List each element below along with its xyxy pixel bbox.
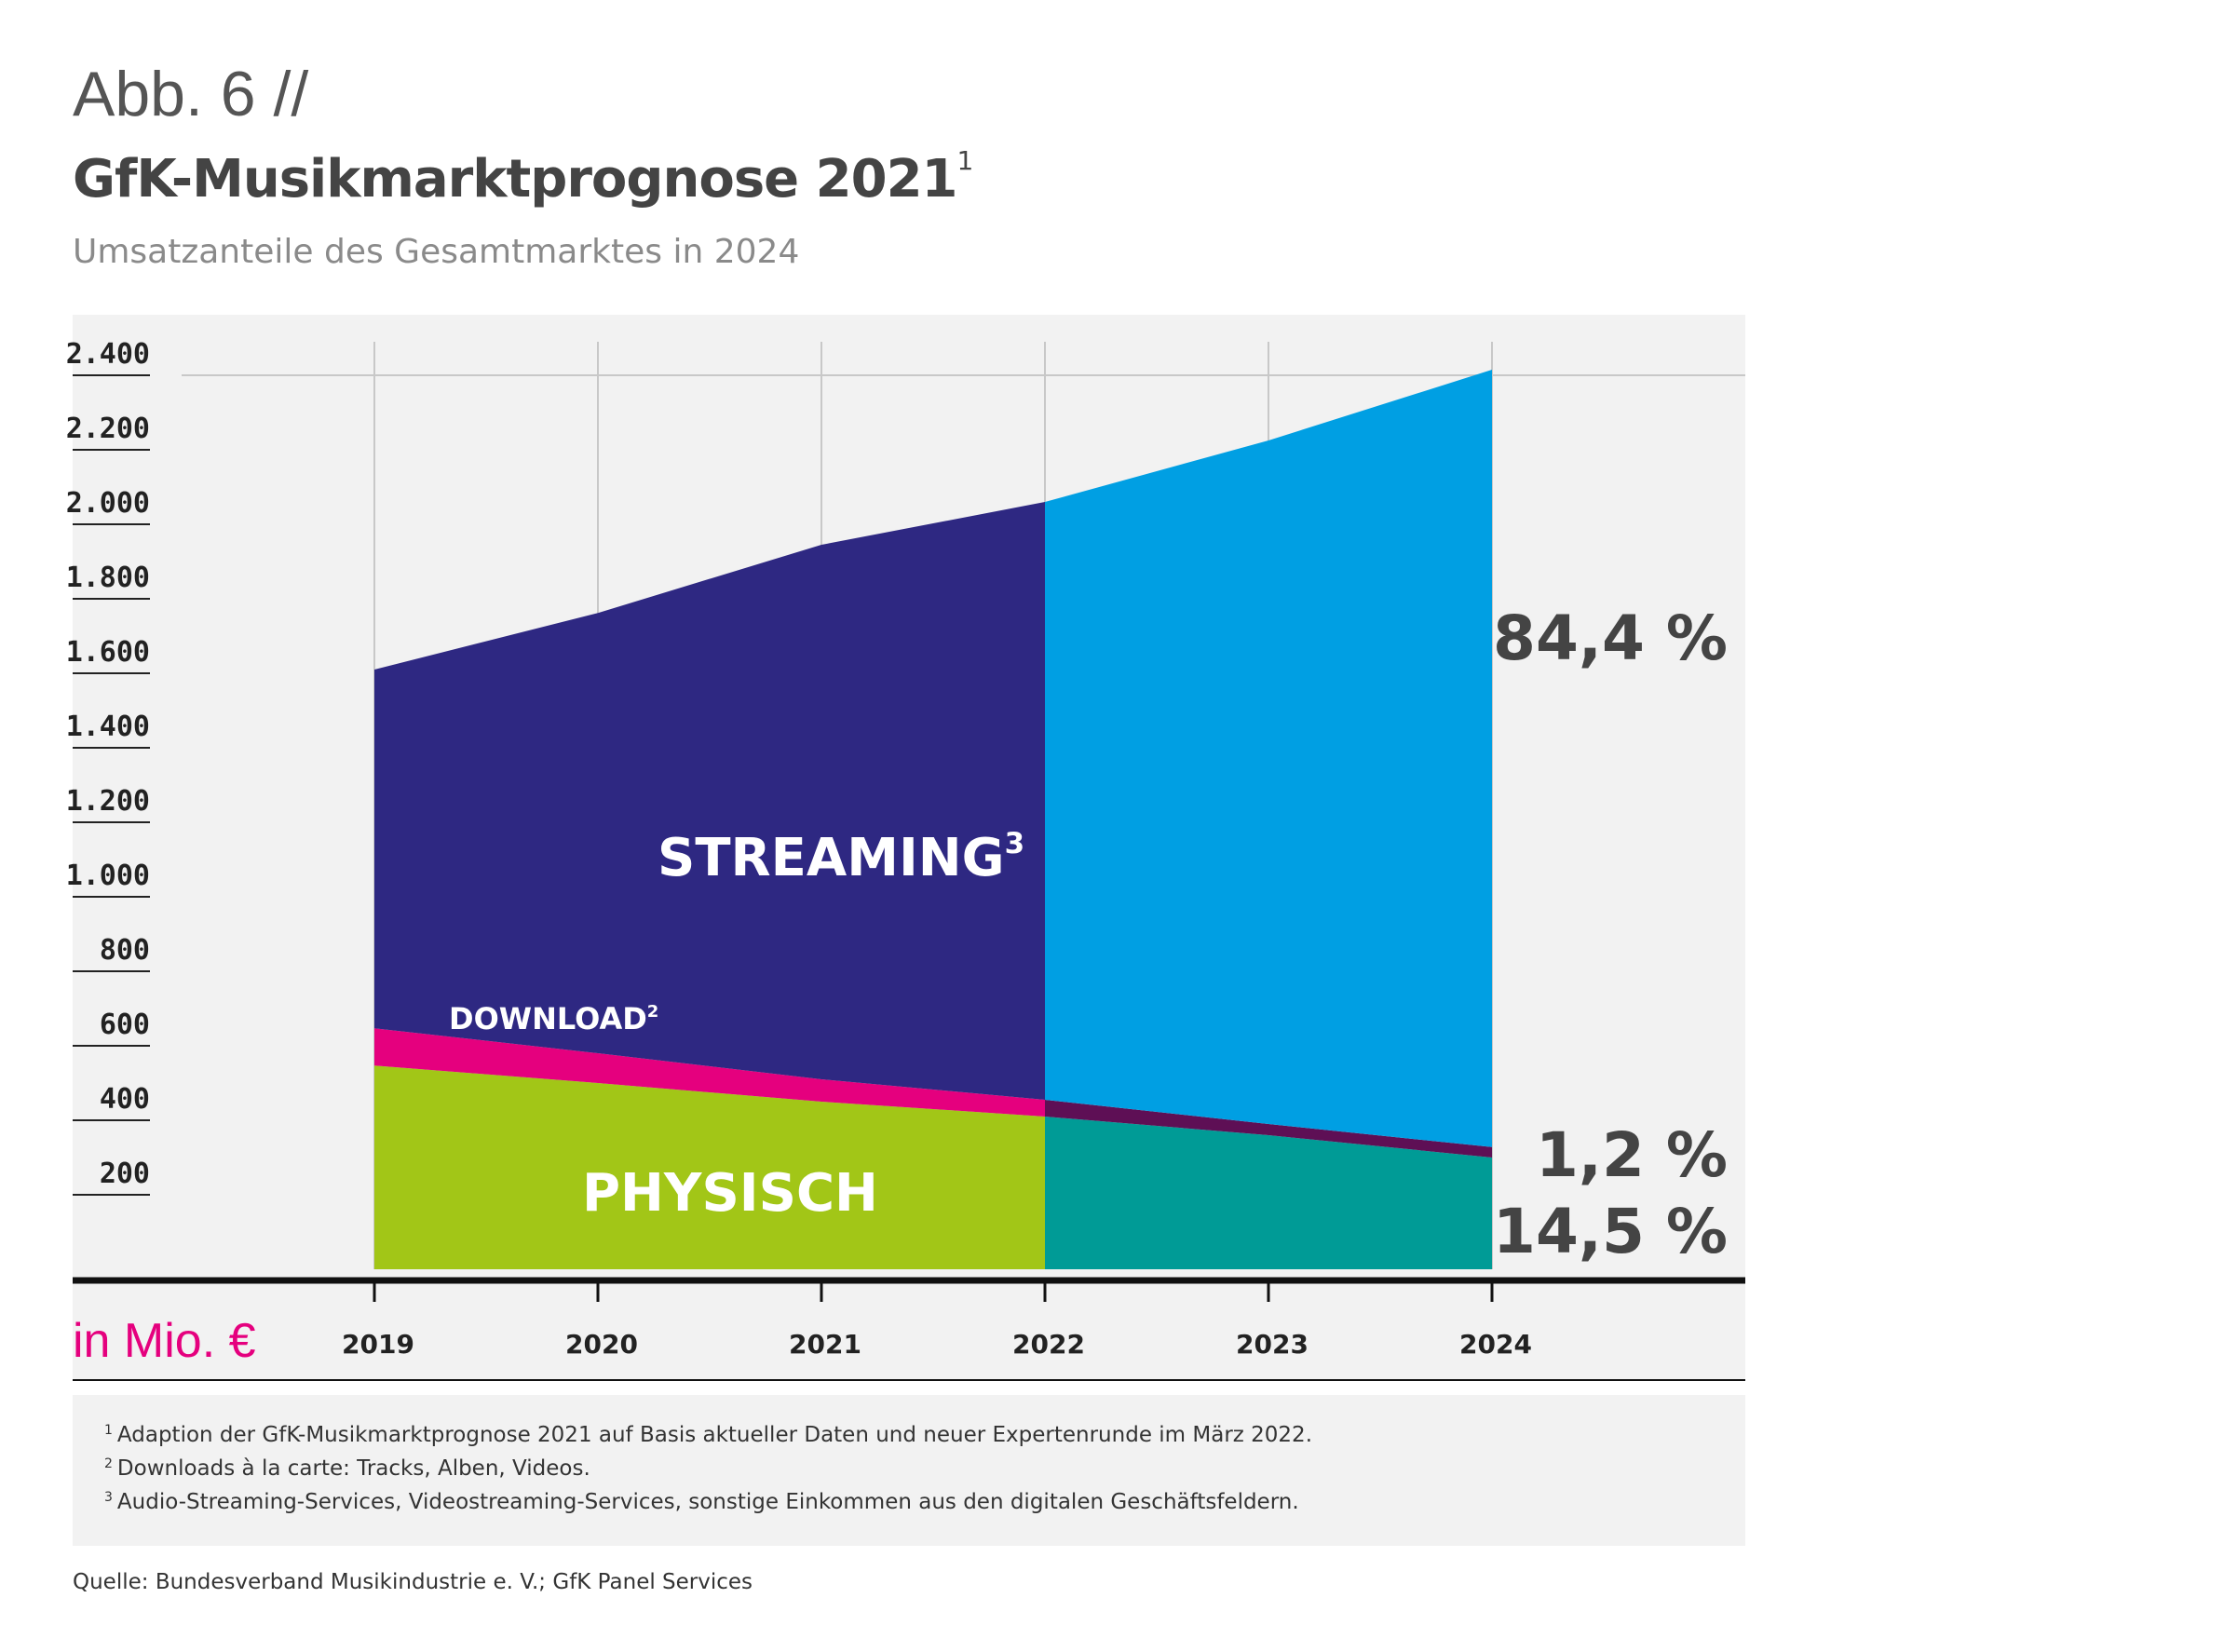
y-tick-label: 1.800 xyxy=(66,562,150,594)
footnote-3: 3 Audio-Streaming-Services, Videostreamin… xyxy=(104,1490,1299,1514)
y-tick-label: 2.200 xyxy=(66,413,150,445)
label-download: DOWNLOAD2 xyxy=(449,1001,658,1036)
area-physisch-actual xyxy=(374,1065,1045,1269)
x-tick-label-2019: 2019 xyxy=(342,1329,414,1360)
y-tick-label: 1.400 xyxy=(66,711,150,743)
area-streaming-actual xyxy=(374,502,1045,1100)
annotation-streaming: 84,4 % xyxy=(1493,603,1728,674)
unit-label: in Mio. € xyxy=(73,1314,256,1368)
x-tick-label-2021: 2021 xyxy=(789,1329,861,1360)
x-tick-label-2024: 2024 xyxy=(1459,1329,1532,1360)
footnote-2: 2 Downloads à la carte: Tracks, Alben, Vi… xyxy=(104,1456,590,1481)
footnote-1: 1 Adaption der GfK-Musikmarktprognose 202… xyxy=(104,1423,1313,1447)
area-download-forecast xyxy=(1045,1100,1492,1158)
figure-label: Abb. 6 // xyxy=(73,59,309,129)
y-tick-label: 2.400 xyxy=(66,338,150,371)
area-chart: 200 400 600 800 1.000 1.200 1.400 1.600 1.800 2.0… xyxy=(66,338,1745,1381)
x-tick-label-2022: 2022 xyxy=(1012,1329,1085,1360)
footnotes-box: 1 Adaption der GfK-Musikmarktprognose 202… xyxy=(73,1395,1745,1546)
annotation-download: 1,2 % xyxy=(1536,1119,1728,1191)
y-tick-label: 400 xyxy=(100,1083,150,1116)
chart-title-footnote-mark: 1 xyxy=(956,145,974,176)
area-streaming-forecast xyxy=(1045,370,1492,1147)
x-tick-label-2023: 2023 xyxy=(1236,1329,1309,1360)
y-tick-label: 1.000 xyxy=(66,860,150,892)
y-tick-label: 800 xyxy=(100,934,150,967)
y-tick-label: 1.600 xyxy=(66,636,150,669)
x-tick-label-2020: 2020 xyxy=(565,1329,638,1360)
label-physisch: PHYSISCH xyxy=(582,1163,878,1224)
area-download-actual xyxy=(374,1028,1045,1117)
y-tick-label: 600 xyxy=(100,1009,150,1041)
chart-title: GfK-Musikmarktprognose 20211 xyxy=(73,145,973,210)
y-tick-label: 1.200 xyxy=(66,785,150,818)
annotation-physisch: 14,5 % xyxy=(1493,1196,1728,1267)
chart-subtitle: Umsatzanteile des Gesamtmarktes in 2024 xyxy=(73,233,800,271)
area-physisch-forecast xyxy=(1045,1117,1492,1269)
y-tick-label: 200 xyxy=(100,1158,150,1190)
y-tick-label: 2.000 xyxy=(66,487,150,520)
source-note: Quelle: Bundesverband Musikindustrie e. … xyxy=(73,1570,753,1594)
chart-title-text: GfK-Musikmarktprognose 2021 xyxy=(73,149,957,210)
label-streaming: STREAMING3 xyxy=(658,827,1024,888)
